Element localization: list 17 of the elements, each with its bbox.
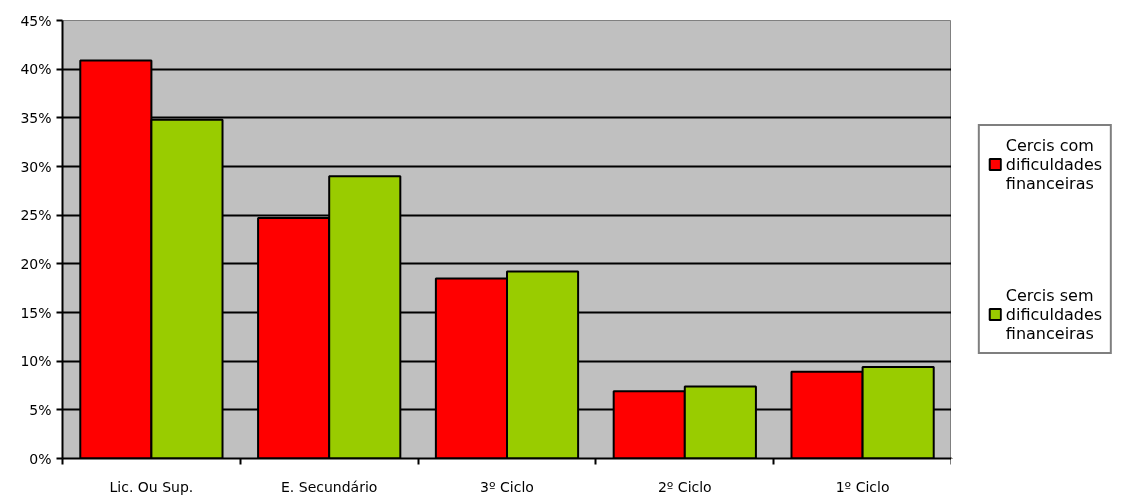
legend-label: Cercis sem dificuldades financeiras [1005, 284, 1103, 344]
x-tick-label: Lic. Ou Sup. [109, 478, 194, 495]
y-tick-label: 10% [20, 353, 52, 370]
x-tick-label: E. Secundário [281, 478, 378, 495]
x-tick-label: 1º Ciclo [835, 478, 890, 495]
legend-label: Cercis com dificuldades financeiras [1005, 134, 1103, 194]
y-tick-label: 20% [20, 255, 52, 272]
x-tick-label: 3º Ciclo [480, 478, 534, 495]
y-tick-label: 15% [20, 304, 52, 321]
y-tick-label: 45% [20, 12, 52, 29]
y-tick-label: 25% [20, 207, 52, 224]
y-tick-label: 5% [29, 401, 52, 418]
y-tick-label: 35% [20, 109, 52, 126]
y-tick-label: 40% [20, 61, 52, 78]
x-tick-label: 2º Ciclo [657, 478, 712, 495]
y-tick-label: 30% [20, 158, 52, 175]
y-tick-label: 0% [29, 450, 52, 467]
